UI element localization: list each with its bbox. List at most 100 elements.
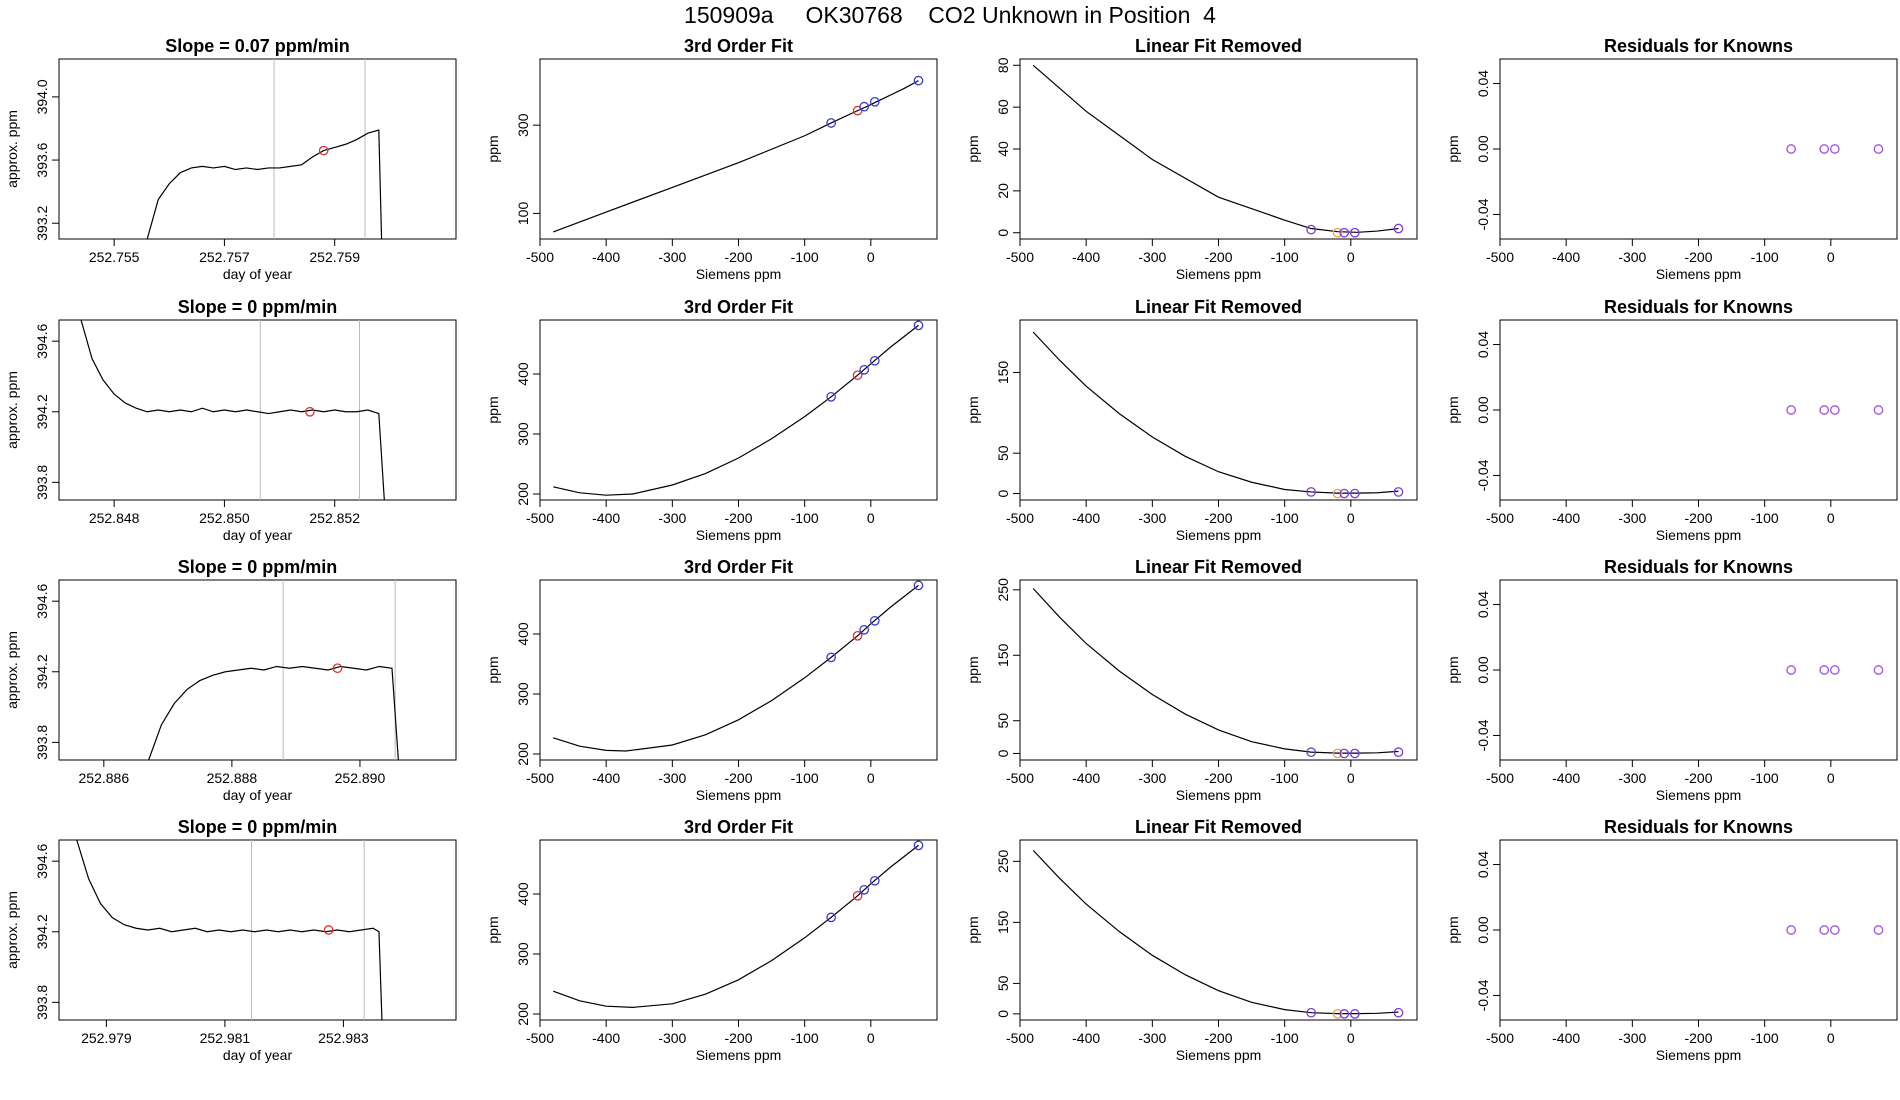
chart-2-2-title: 3rd Order Fit <box>684 297 793 317</box>
chart-2-4-xtick-label: -500 <box>1486 510 1514 526</box>
chart-2-3-ytick-label: 50 <box>995 445 1011 461</box>
chart-1-4-data-point <box>1786 144 1796 154</box>
chart-4-2-ytick-label: 400 <box>515 882 531 906</box>
chart-3-4-data-point <box>1819 665 1830 675</box>
chart-1-1-ytick-label: 394.0 <box>34 79 50 114</box>
chart-3-4-ylabel: ppm <box>1445 656 1461 683</box>
chart-2-3-ytick-label: 150 <box>995 361 1011 385</box>
chart-2-2-xlabel: Siemens ppm <box>696 527 782 543</box>
chart-4-3-xtick-label: -300 <box>1138 1030 1166 1046</box>
chart-2-3-frame <box>1019 319 1418 501</box>
chart-4-2-series-line <box>553 844 919 1009</box>
chart-4-4-xtick-label: -400 <box>1552 1030 1580 1046</box>
chart-3-3-xtick-label: -200 <box>1204 770 1232 786</box>
chart-4-4-xtick-label: -500 <box>1486 1030 1514 1046</box>
chart-3-3-ytick-label: 150 <box>995 643 1011 667</box>
chart-4-4-ytick-label: 0.04 <box>1475 851 1491 878</box>
chart-4-3-ylabel: ppm <box>965 916 981 943</box>
chart-2-2-xtick-label: -100 <box>791 510 819 526</box>
chart-3-1-xtick-label: 252.890 <box>335 770 386 786</box>
chart-1-4-data-point <box>1873 144 1884 154</box>
chart-4-3-xtick-label: -400 <box>1072 1030 1100 1046</box>
chart-2-3-data-point <box>1332 488 1343 499</box>
chart-3-2-data-point <box>859 624 870 635</box>
chart-1-3-ytick-label: 80 <box>995 57 1011 73</box>
chart-2-4-data-point <box>1786 405 1796 415</box>
chart-4-3-frame <box>1019 839 1418 1021</box>
chart-3-1-ylabel: approx. ppm <box>4 631 20 709</box>
chart-1-3-data-point <box>1332 227 1343 238</box>
chart-2-1-ytick-label: 394.2 <box>34 394 50 429</box>
chart-4-4-data-point <box>1786 925 1796 935</box>
chart-1-2-xtick-label: 0 <box>867 249 875 265</box>
chart-1-4-xlabel: Siemens ppm <box>1656 266 1742 282</box>
chart-1-3-xtick-label: -400 <box>1072 249 1100 265</box>
chart-2-4-data-point <box>1829 405 1840 415</box>
chart-3-2-frame <box>539 579 938 761</box>
chart-4-3-series-line <box>1032 849 1399 1015</box>
chart-3-2-ytick-label: 300 <box>515 682 531 706</box>
chart-1-3-xtick-label: -200 <box>1204 249 1232 265</box>
chart-1-4-ylabel: ppm <box>1445 135 1461 162</box>
chart-2-2-data-point <box>869 355 880 366</box>
chart-2-4-frame <box>1499 319 1898 501</box>
chart-4-2-xtick-label: -300 <box>658 1030 686 1046</box>
chart-4-3-ytick-label: 250 <box>995 849 1011 873</box>
chart-1-2-xlabel: Siemens ppm <box>696 266 782 282</box>
chart-4-4-data-point <box>1819 925 1830 935</box>
chart-1-1-ytick-label: 393.2 <box>34 205 50 240</box>
chart-4-3-xtick-label: 0 <box>1347 1030 1355 1046</box>
chart-4-3-xlabel: Siemens ppm <box>1176 1047 1262 1063</box>
chart-1-4-xtick-label: -200 <box>1684 249 1712 265</box>
chart-1-4-xtick-label: 0 <box>1827 249 1835 265</box>
chart-1-3-title: Linear Fit Removed <box>1135 36 1302 56</box>
chart-2-3-series-line <box>1032 331 1399 494</box>
chart-4-3-data-point <box>1393 1007 1404 1018</box>
chart-1-2-data-point <box>859 101 870 112</box>
chart-2-4-title: Residuals for Knowns <box>1604 297 1793 317</box>
chart-1-4-xtick-label: -100 <box>1751 249 1779 265</box>
chart-1-2-frame <box>539 58 938 240</box>
chart-3-4-xtick-label: 0 <box>1827 770 1835 786</box>
chart-3-4-xtick-label: -400 <box>1552 770 1580 786</box>
chart-2-1-ylabel: approx. ppm <box>4 371 20 449</box>
chart-3-1-xlabel: day of year <box>223 787 293 803</box>
chart-2-3-xtick-label: -300 <box>1138 510 1166 526</box>
chart-1-3-xtick-label: 0 <box>1347 249 1355 265</box>
chart-4-1-frame <box>58 839 457 1021</box>
chart-3-3-xtick-label: -400 <box>1072 770 1100 786</box>
chart-4-3-ytick-label: 50 <box>995 975 1011 991</box>
chart-2-2-ylabel: ppm <box>485 396 501 423</box>
chart-1-1-data-point <box>318 145 329 156</box>
chart-4-2-xtick-label: -400 <box>592 1030 620 1046</box>
chart-3-3-data-point <box>1306 747 1316 757</box>
chart-4-3-title: Linear Fit Removed <box>1135 817 1302 837</box>
page-title: 150909a OK30768 CO2 Unknown in Position … <box>684 2 1216 28</box>
chart-3-1-ytick-label: 394.2 <box>34 654 50 689</box>
chart-2-4-xtick-label: 0 <box>1827 510 1835 526</box>
chart-1-2-data-point <box>913 75 924 86</box>
chart-4-4-xtick-label: -300 <box>1618 1030 1646 1046</box>
chart-2-2-series-line <box>553 324 919 496</box>
chart-1-2-ylabel: ppm <box>485 135 501 162</box>
chart-3-1-ytick-label: 394.6 <box>34 583 50 618</box>
chart-2-2-data-point <box>913 320 924 331</box>
chart-1-1-xtick-label: 252.755 <box>89 249 140 265</box>
chart-4-2-xtick-label: -100 <box>791 1030 819 1046</box>
chart-3-3-ytick-label: 250 <box>995 578 1011 602</box>
chart-1-2-xtick-label: -100 <box>791 249 819 265</box>
chart-3-4-title: Residuals for Knowns <box>1604 557 1793 577</box>
chart-4-2-ytick-label: 300 <box>515 942 531 966</box>
chart-1-3-xtick-label: -500 <box>1006 249 1034 265</box>
chart-3-3-data-point <box>1339 748 1350 759</box>
chart-3-3-xtick-label: 0 <box>1347 770 1355 786</box>
chart-1-4-data-point <box>1819 144 1830 154</box>
chart-4-2-data-point <box>913 840 924 851</box>
chart-4-1-xlabel: day of year <box>223 1047 293 1063</box>
chart-2-1-xtick-label: 252.850 <box>199 510 250 526</box>
chart-3-1-data-point <box>332 663 343 674</box>
chart-4-2-data-point <box>826 912 836 923</box>
chart-3-3-ylabel: ppm <box>965 656 981 683</box>
chart-1-2-data-point <box>826 118 836 128</box>
chart-3-2-title: 3rd Order Fit <box>684 557 793 577</box>
